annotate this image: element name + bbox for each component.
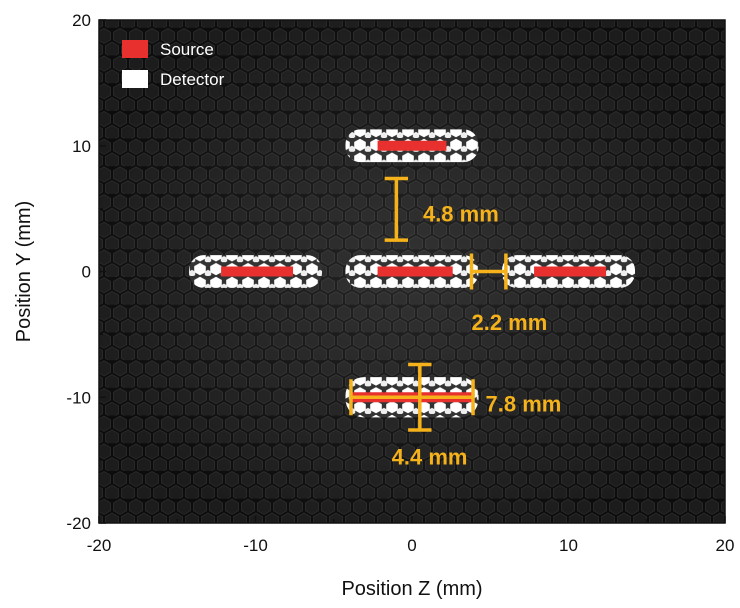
dimension-label-3: 7.8 mm — [486, 392, 562, 417]
source-segment-2 — [221, 266, 294, 277]
dimension-label-2: 2.2 mm — [471, 310, 547, 335]
dimension-label-4: 4.4 mm — [392, 444, 468, 469]
x-tick-label-3: 10 — [559, 536, 578, 555]
x-tick-label-0: -20 — [87, 536, 112, 555]
dimension-label-1: 4.8 mm — [423, 202, 499, 227]
dimension-marker-3: 7.8 mm — [349, 379, 562, 417]
axis-ticks: -20 -10 0 10 20 -20 -10 0 10 20 — [66, 11, 734, 555]
source-segment-1 — [377, 140, 447, 151]
x-tick-label-1: -10 — [243, 536, 268, 555]
dimension-marker-4: 4.4 mm — [392, 362, 468, 469]
x-tick-label-4: 20 — [716, 536, 735, 555]
legend-swatch-2 — [122, 70, 148, 88]
y-tick-label-4: 20 — [72, 11, 91, 30]
source-segment-4 — [534, 266, 607, 277]
dimension-marker-1: 4.8 mm — [384, 176, 499, 242]
y-axis-label: Position Y (mm) — [13, 201, 35, 343]
y-tick-label-0: -20 — [66, 514, 91, 533]
x-tick-label-2: 0 — [407, 536, 416, 555]
legend-label-2: Detector — [160, 70, 225, 89]
legend-label-1: Source — [160, 40, 214, 59]
y-tick-label-2: 0 — [82, 263, 91, 282]
legend-swatch-1 — [122, 40, 148, 58]
dimension-marker-2: 2.2 mm — [469, 253, 547, 335]
x-axis-label: Position Z (mm) — [341, 578, 482, 600]
y-tick-label-1: -10 — [66, 388, 91, 407]
source-segment-3 — [377, 266, 453, 277]
dimension-annotations: 4.8 mm 2.2 mm 7.8 mm 4.4 mm — [349, 176, 562, 469]
y-tick-label-3: 10 — [72, 137, 91, 156]
legend: Source Detector — [122, 40, 225, 89]
